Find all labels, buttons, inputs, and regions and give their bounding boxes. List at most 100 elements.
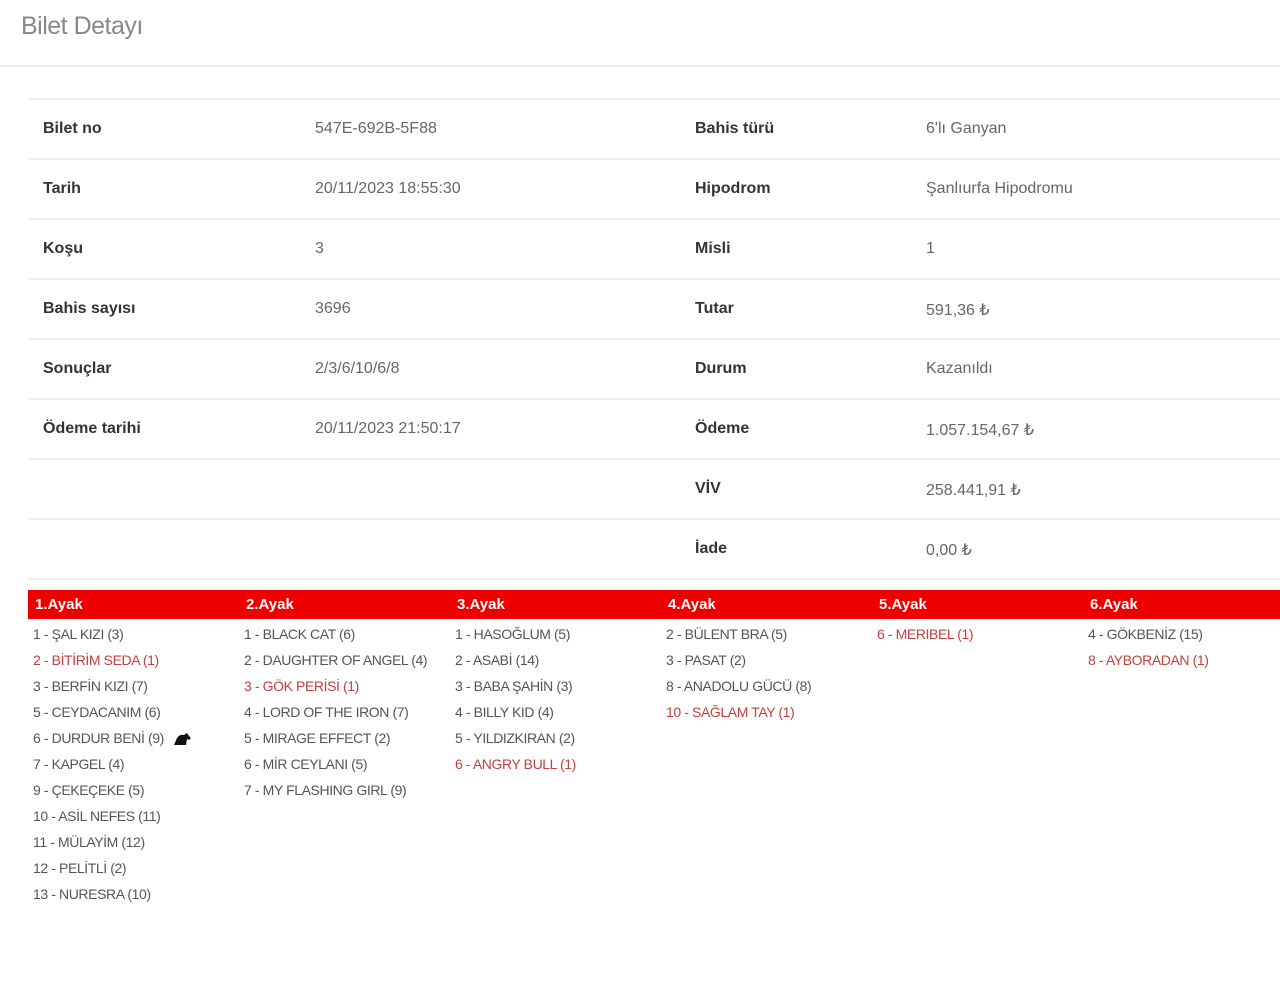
- leg-title: 4.Ayak: [668, 596, 716, 613]
- horse-item: 4 - LORD OF THE IRON (7): [244, 704, 444, 721]
- horse-name: 12 - PELİTLİ (2): [33, 860, 127, 876]
- leg-title: 2.Ayak: [246, 596, 294, 613]
- horse-name: 13 - NURESRA (10): [33, 886, 151, 902]
- horse-name: 5 - YILDIZKIRAN (2): [455, 730, 575, 746]
- page-header: Bilet Detayı: [0, 0, 1280, 67]
- detail-row: VİV 258.441,91 ₺: [28, 460, 1280, 520]
- detail-value: 1: [926, 240, 935, 257]
- detail-label: Ödeme tarihi: [43, 420, 141, 437]
- horse-item: 3 - BABA ŞAHİN (3): [455, 678, 655, 695]
- horse-name: 8 - ANADOLU GÜCÜ (8): [666, 678, 812, 694]
- detail-value: Şanlıurfa Hipodromu: [926, 180, 1073, 197]
- horse-name: 7 - MY FLASHING GIRL (9): [244, 782, 407, 798]
- horse-item: 4 - GÖKBENİZ (15): [1088, 626, 1280, 643]
- horse-name: 10 - SAĞLAM TAY (1): [666, 704, 795, 720]
- detail-value: 20/11/2023 18:55:30: [315, 180, 461, 197]
- detail-label: Tarih: [43, 180, 81, 197]
- detail-label: Bahis sayısı: [43, 300, 136, 317]
- leg-column: 1 - HASOĞLUM (5) 2 - ASABİ (14) 3 - BABA Ş…: [455, 619, 655, 782]
- horse-item: 6 - DURDUR BENİ (9): [33, 730, 233, 747]
- detail-value: 2/3/6/10/6/8: [315, 360, 400, 377]
- horse-name: 2 - DAUGHTER OF ANGEL (4): [244, 652, 428, 668]
- horse-item: 3 - BERFİN KIZI (7): [33, 678, 233, 695]
- detail-label: Bilet no: [43, 120, 102, 137]
- horse-item: 1 - BLACK CAT (6): [244, 626, 444, 643]
- detail-value: 20/11/2023 21:50:17: [315, 420, 461, 437]
- winning-horse-item: 10 - SAĞLAM TAY (1): [666, 704, 866, 721]
- horse-name: 5 - CEYDACANIM (6): [33, 704, 161, 720]
- horse-item: 13 - NURESRA (10): [33, 886, 233, 903]
- detail-value: 258.441,91 ₺: [926, 482, 1021, 499]
- horse-name: 8 - AYBORADAN (1): [1088, 652, 1209, 668]
- horse-item: 4 - BILLY KID (4): [455, 704, 655, 721]
- detail-value: 591,36 ₺: [926, 302, 990, 319]
- detail-label: Hipodrom: [695, 180, 771, 197]
- horse-item: 1 - HASOĞLUM (5): [455, 626, 655, 643]
- horse-name: 2 - BÜLENT BRA (5): [666, 626, 787, 642]
- detail-value: 6'lı Ganyan: [926, 120, 1007, 137]
- horse-name: 4 - GÖKBENİZ (15): [1088, 626, 1203, 642]
- winning-horse-item: 3 - GÖK PERİSİ (1): [244, 678, 444, 695]
- horse-item: 5 - CEYDACANIM (6): [33, 704, 233, 721]
- detail-value: 3696: [315, 300, 351, 317]
- horse-item: 5 - MIRAGE EFFECT (2): [244, 730, 444, 747]
- detail-row: Bahis sayısı 3696 Tutar 591,36 ₺: [28, 280, 1280, 340]
- horse-name: 9 - ÇEKEÇEKE (5): [33, 782, 145, 798]
- horse-item: 2 - DAUGHTER OF ANGEL (4): [244, 652, 444, 669]
- horse-name: 2 - ASABİ (14): [455, 652, 539, 668]
- legs-header-bar: 1.Ayak 2.Ayak 3.Ayak 4.Ayak 5.Ayak 6.Ayak: [28, 590, 1280, 619]
- horse-item: 12 - PELİTLİ (2): [33, 860, 233, 877]
- horse-name: 1 - BLACK CAT (6): [244, 626, 355, 642]
- horse-name: 7 - KAPGEL (4): [33, 756, 125, 772]
- leg-column: 4 - GÖKBENİZ (15) 8 - AYBORADAN (1): [1088, 619, 1280, 678]
- winning-horse-item: 6 - MERIBEL (1): [877, 626, 1077, 643]
- horse-item: 7 - KAPGEL (4): [33, 756, 233, 773]
- horse-name: 6 - MİR CEYLANI (5): [244, 756, 368, 772]
- detail-row: Bilet no 547E-692B-5F88 Bahis türü 6'lı Gan…: [28, 100, 1280, 160]
- detail-label: İade: [695, 540, 728, 557]
- detail-row: Tarih 20/11/2023 18:55:30 Hipodrom Şanlıurf…: [28, 160, 1280, 220]
- detail-value: 0,00 ₺: [926, 542, 972, 559]
- leg-column: 6 - MERIBEL (1): [877, 619, 1077, 652]
- horse-name: 3 - PASAT (2): [666, 652, 746, 668]
- horse-name: 4 - LORD OF THE IRON (7): [244, 704, 409, 720]
- detail-value: Kazanıldı: [926, 360, 993, 377]
- detail-value: 3: [315, 240, 324, 257]
- leg-column: 2 - BÜLENT BRA (5) 3 - PASAT (2) 8 - ANADO…: [666, 619, 866, 730]
- horse-name: 3 - GÖK PERİSİ (1): [244, 678, 359, 694]
- detail-label: VİV: [695, 480, 721, 497]
- detail-value: 1.057.154,67 ₺: [926, 422, 1035, 439]
- detail-label: Sonuçlar: [43, 360, 112, 377]
- horse-item: 10 - ASİL NEFES (11): [33, 808, 233, 825]
- detail-row: Ödeme tarihi 20/11/2023 21:50:17 Ödeme 1.05…: [28, 400, 1280, 460]
- winning-horse-item: 6 - ANGRY BULL (1): [455, 756, 655, 773]
- horse-item: 2 - ASABİ (14): [455, 652, 655, 669]
- leg-title: 1.Ayak: [35, 596, 83, 613]
- leg-title: 6.Ayak: [1090, 596, 1138, 613]
- horse-item: 7 - MY FLASHING GIRL (9): [244, 782, 444, 799]
- horse-name: 6 - DURDUR BENİ (9): [33, 730, 164, 746]
- horse-name: 2 - BİTİRİM SEDA (1): [33, 652, 159, 668]
- horse-name: 6 - MERIBEL (1): [877, 626, 974, 642]
- horse-name: 5 - MIRAGE EFFECT (2): [244, 730, 391, 746]
- horse-item: 5 - YILDIZKIRAN (2): [455, 730, 655, 747]
- detail-label: Bahis türü: [695, 120, 775, 137]
- horse-item: 2 - BÜLENT BRA (5): [666, 626, 866, 643]
- horse-item: 8 - ANADOLU GÜCÜ (8): [666, 678, 866, 695]
- horse-item: 1 - ŞAL KIZI (3): [33, 626, 233, 643]
- winning-horse-item: 2 - BİTİRİM SEDA (1): [33, 652, 233, 669]
- horse-icon: [172, 732, 192, 746]
- detail-row: İade 0,00 ₺: [28, 520, 1280, 580]
- horse-name: 1 - ŞAL KIZI (3): [33, 626, 124, 642]
- horse-name: 3 - BERFİN KIZI (7): [33, 678, 148, 694]
- horse-item: 6 - MİR CEYLANI (5): [244, 756, 444, 773]
- detail-label: Tutar: [695, 300, 734, 317]
- detail-row: Koşu 3 Misli 1: [28, 220, 1280, 280]
- detail-label: Ödeme: [695, 420, 750, 437]
- ticket-details-table: Bilet no 547E-692B-5F88 Bahis türü 6'lı Gan…: [28, 98, 1280, 580]
- horse-name: 4 - BILLY KID (4): [455, 704, 554, 720]
- legs-section: 1.Ayak 2.Ayak 3.Ayak 4.Ayak 5.Ayak 6.Ayak 1 -…: [28, 590, 1280, 902]
- winning-horse-item: 8 - AYBORADAN (1): [1088, 652, 1280, 669]
- detail-label: Misli: [695, 240, 731, 257]
- horse-name: 3 - BABA ŞAHİN (3): [455, 678, 573, 694]
